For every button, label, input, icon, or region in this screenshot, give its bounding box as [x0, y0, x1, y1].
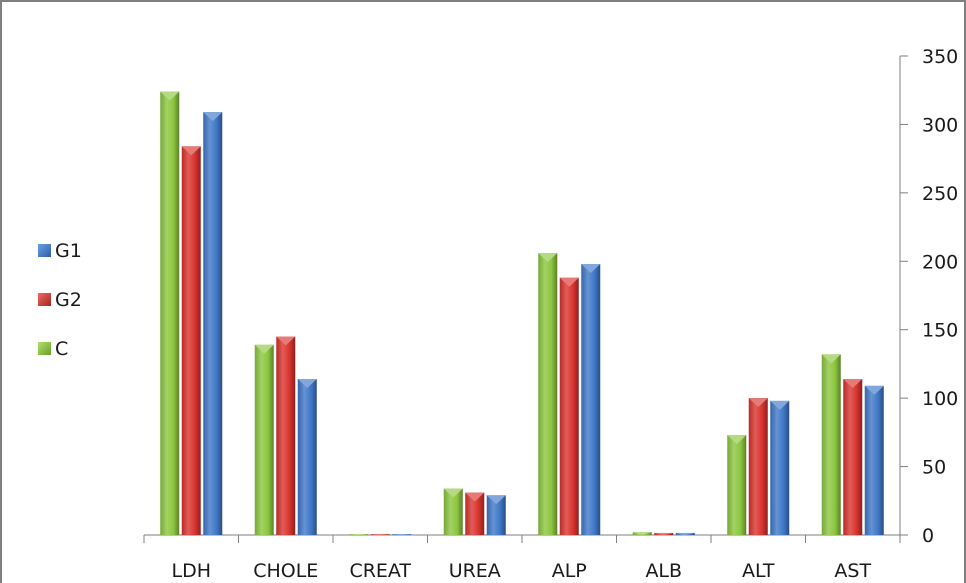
bar-g2	[559, 277, 579, 535]
legend-swatch-g1	[38, 244, 51, 257]
legend-label-g2: G2	[55, 288, 82, 311]
bar-cap-g2	[748, 398, 768, 408]
x-tick-label: ALB	[645, 560, 682, 582]
x-tick-label: CHOLE	[253, 560, 318, 582]
bar-cap-c	[727, 435, 747, 445]
bar-g2	[181, 146, 201, 535]
bar-g1	[203, 112, 223, 536]
bar-cap-g2	[654, 532, 674, 535]
bar-g1	[297, 378, 317, 535]
bar-g1	[581, 264, 601, 535]
x-tick-label: ALT	[742, 560, 775, 582]
bar-c	[443, 488, 463, 535]
bar-cap-g2	[843, 378, 863, 388]
bar-cap-c	[821, 354, 841, 364]
x-tick-label: AST	[834, 560, 871, 582]
bar-cap-c	[632, 532, 652, 535]
bar-c	[254, 344, 274, 535]
legend-item-g2: G2	[38, 287, 82, 312]
bar-g1	[770, 400, 790, 535]
legend-swatch-g2	[38, 293, 51, 306]
legend: G1 G2 C	[38, 238, 82, 385]
bar-c	[160, 91, 180, 535]
bar-cap-g1	[203, 112, 223, 122]
y-tick-label: 200	[922, 251, 958, 273]
bar-g2	[748, 398, 768, 535]
bar-g2	[465, 492, 485, 535]
bar-cap-g2	[465, 492, 485, 502]
bar-cap-g2	[181, 146, 201, 156]
y-tick-label: 350	[922, 46, 958, 68]
bar-g2	[843, 378, 863, 535]
bar-cap-g1	[486, 495, 506, 505]
bar-cap-g1	[864, 385, 884, 395]
bar-cap-g2	[370, 534, 390, 535]
bar-c	[727, 435, 747, 535]
bar-c	[821, 354, 841, 535]
bar-cap-c	[160, 91, 180, 101]
x-tick-label: CREAT	[349, 560, 411, 582]
legend-item-c: C	[38, 336, 82, 361]
legend-item-g1: G1	[38, 238, 82, 263]
y-tick-label: 250	[922, 183, 958, 205]
x-tick-label: ALP	[552, 560, 587, 582]
bar-cap-c	[254, 344, 274, 354]
bar-g1	[486, 495, 506, 535]
y-tick-label: 300	[922, 114, 958, 136]
bars	[160, 91, 884, 536]
bar-cap-g2	[559, 277, 579, 287]
legend-label-c: C	[55, 337, 69, 360]
labels: 0 50 100 150 200 250 300 350 LDH CHOLE CREAT UREA AL…	[171, 46, 958, 582]
bar-g2	[276, 336, 296, 535]
bar-c	[538, 253, 558, 535]
y-tick-label: 150	[922, 320, 958, 342]
x-tick-label: UREA	[449, 560, 501, 582]
bar-cap-c	[349, 534, 369, 535]
y-tick-label: 100	[922, 388, 958, 410]
bar-cap-c	[443, 488, 463, 498]
legend-label-g1: G1	[55, 239, 82, 262]
bar-cap-g2	[276, 336, 296, 346]
bar-cap-g1	[581, 264, 601, 274]
y-tick-label: 0	[922, 525, 934, 547]
bar-cap-g1	[392, 534, 412, 535]
bar-cap-g1	[297, 378, 317, 388]
bar-cap-c	[538, 253, 558, 263]
y-tick-label: 50	[922, 457, 946, 479]
legend-swatch-c	[38, 342, 51, 355]
bar-cap-g1	[675, 532, 695, 535]
x-tick-label: LDH	[171, 560, 211, 582]
bar-cap-g1	[770, 400, 790, 410]
bar-g1	[864, 385, 884, 535]
